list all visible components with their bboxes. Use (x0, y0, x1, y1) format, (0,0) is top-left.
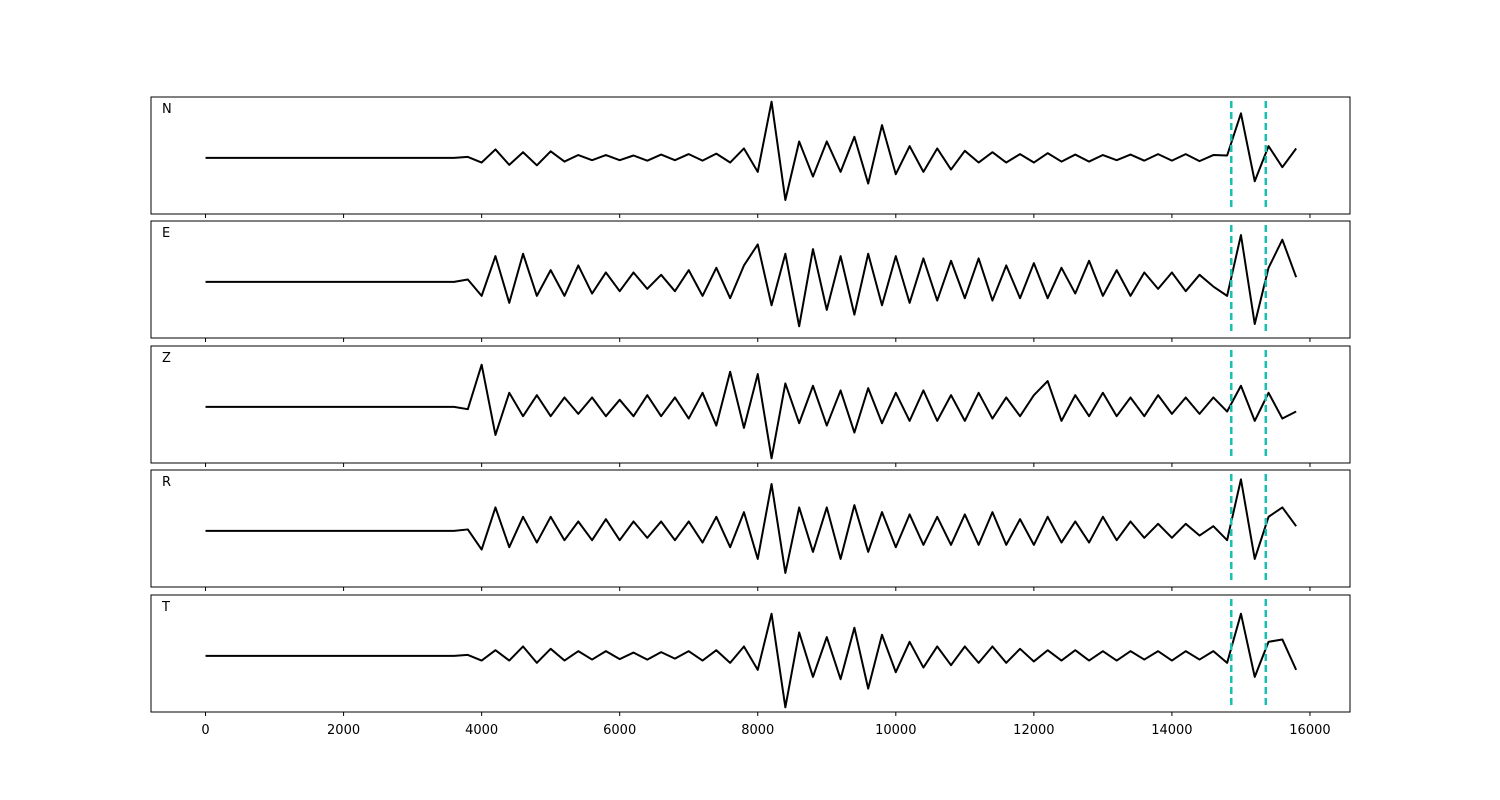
panel-label: Z (162, 351, 171, 366)
trace (205, 478, 1297, 574)
x-tick-label: 6000 (603, 723, 636, 738)
panel-frame (150, 220, 1351, 339)
x-tick-label: 16000 (1289, 723, 1330, 738)
x-tick-label: 0 (201, 723, 209, 738)
x-tick-label: 8000 (741, 723, 774, 738)
x-tick-label: 4000 (465, 723, 498, 738)
panel-label: T (161, 600, 170, 615)
panel-label: N (162, 102, 172, 117)
panel-frame (150, 469, 1351, 588)
x-tick-label: 14000 (1151, 723, 1192, 738)
trace (205, 234, 1298, 328)
trace (205, 363, 1297, 460)
x-tick-label: 12000 (1013, 723, 1054, 738)
trace (205, 612, 1298, 709)
panel-frame (150, 594, 1351, 713)
x-tick-label: 10000 (875, 723, 916, 738)
panel-frame (150, 96, 1351, 215)
panel-label: E (162, 226, 170, 241)
x-tick-label: 2000 (327, 723, 360, 738)
trace (205, 100, 1297, 201)
panel-label: R (162, 475, 171, 490)
